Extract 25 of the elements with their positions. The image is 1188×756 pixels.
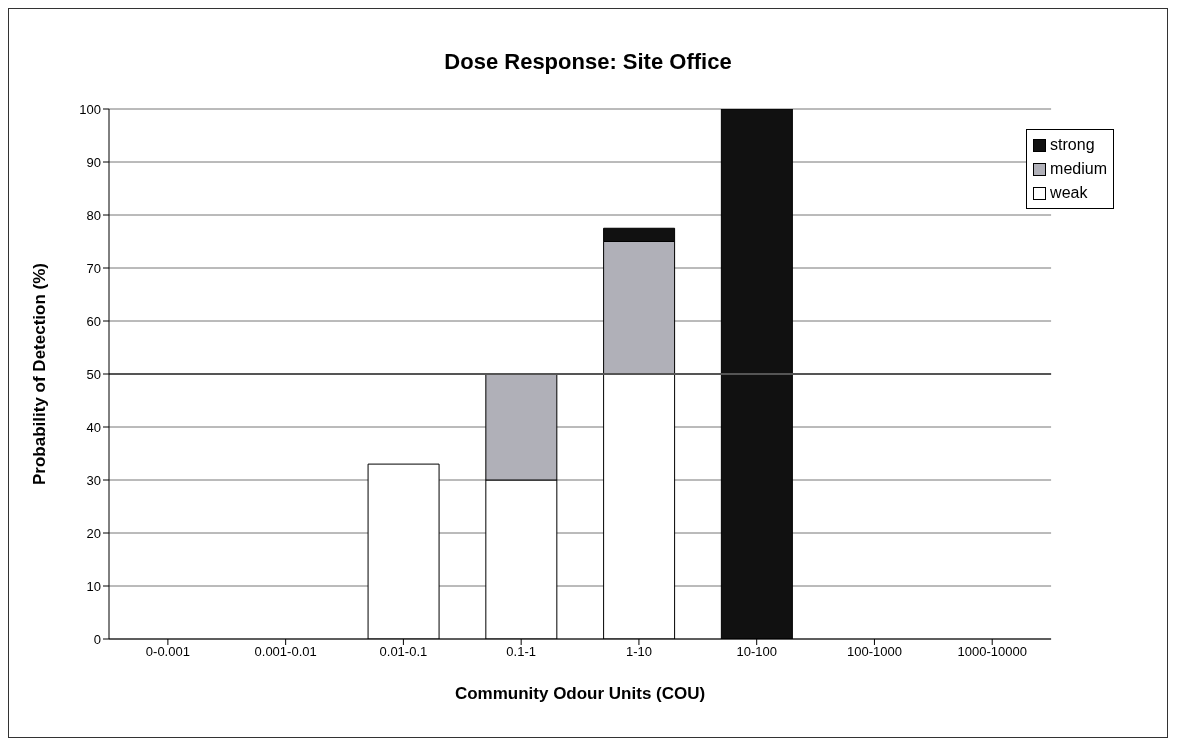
y-tick-label: 70 xyxy=(86,260,101,276)
y-tick-label: 0 xyxy=(93,631,101,647)
legend-label: strong xyxy=(1050,135,1095,155)
y-axis-title: Probability of Detection (%) xyxy=(30,263,50,485)
x-tick-label: 0.001-0.01 xyxy=(254,644,317,660)
y-tick-label: 40 xyxy=(86,419,101,435)
chart-title: Dose Response: Site Office xyxy=(443,48,733,76)
y-tick-label: 50 xyxy=(86,366,101,382)
x-tick-label: 0-0.001 xyxy=(145,644,190,660)
x-tick-label: 0.01-0.1 xyxy=(379,644,428,660)
x-axis-title: Community Odour Units (COU) xyxy=(454,684,706,703)
y-tick-label: 60 xyxy=(86,313,101,329)
x-tick-label: 100-1000 xyxy=(846,644,902,660)
y-tick-label: 20 xyxy=(86,525,101,541)
x-tick-label: 0.1-1 xyxy=(506,644,536,660)
x-tick-label: 10-100 xyxy=(736,644,777,660)
x-tick-label: 1000-10000 xyxy=(957,644,1027,660)
y-tick-label: 30 xyxy=(86,472,101,488)
x-tick-label: 1-10 xyxy=(625,644,652,660)
legend-label: medium xyxy=(1050,159,1107,179)
y-tick-label: 90 xyxy=(86,154,101,170)
y-tick-label: 100 xyxy=(79,101,101,117)
y-tick-label: 80 xyxy=(86,207,101,223)
legend-label: weak xyxy=(1050,183,1088,203)
y-tick-label: 10 xyxy=(86,578,101,594)
